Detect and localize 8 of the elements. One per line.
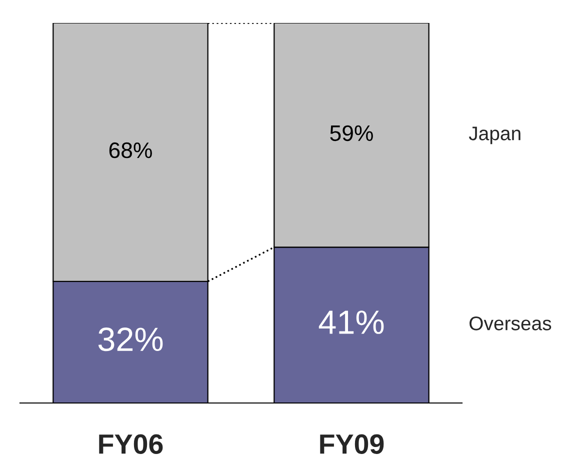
x-tick-label: FY06 xyxy=(99,434,163,454)
data-label: 59% xyxy=(330,125,373,142)
text: Japan xyxy=(468,126,520,144)
data-label: 41% xyxy=(318,310,384,334)
x-tick-label: FY09 xyxy=(320,434,384,454)
data-label: 68% xyxy=(109,142,152,158)
data-label: 32% xyxy=(98,328,163,352)
text: Overseas xyxy=(470,316,552,330)
